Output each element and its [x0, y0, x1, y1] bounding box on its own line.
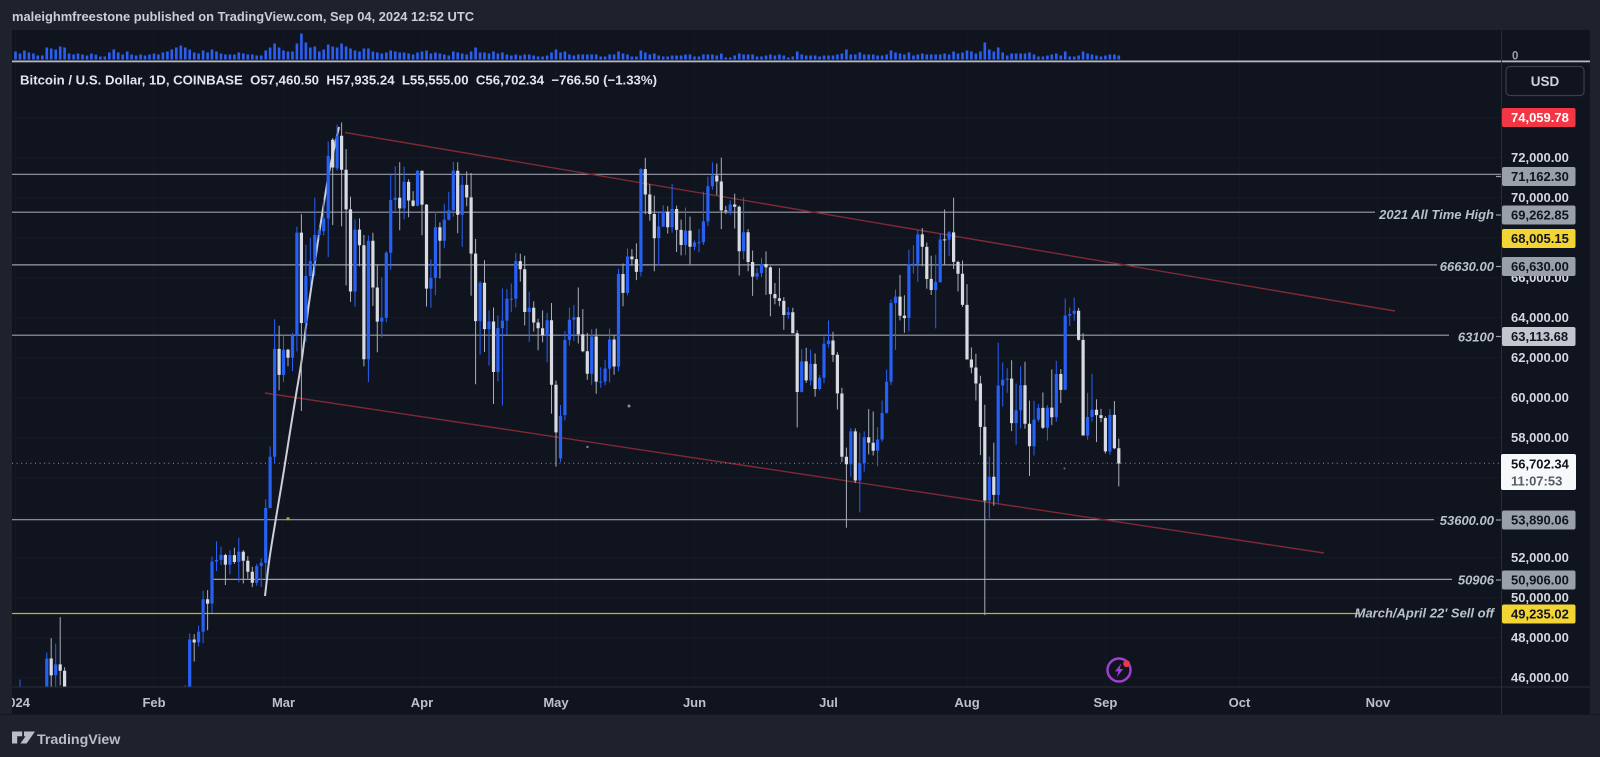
- svg-text:71,162.30: 71,162.30: [1511, 169, 1569, 184]
- svg-text:2024: 2024: [1, 695, 31, 710]
- svg-text:0: 0: [1512, 51, 1518, 63]
- svg-text:Aug: Aug: [954, 695, 979, 710]
- svg-text:50,906.00: 50,906.00: [1511, 573, 1569, 588]
- svg-text:Bitcoin / U.S. Dollar, 1D, COI: Bitcoin / U.S. Dollar, 1D, COINBASE O57,…: [20, 73, 657, 88]
- svg-text:Mar: Mar: [272, 695, 295, 710]
- svg-text:2021 All Time High: 2021 All Time High: [1378, 207, 1494, 222]
- svg-text:70,000.00: 70,000.00: [1511, 190, 1569, 205]
- svg-text:Oct: Oct: [1229, 695, 1251, 710]
- svg-text:58,000.00: 58,000.00: [1511, 430, 1569, 445]
- svg-text:66630.00: 66630.00: [1440, 259, 1495, 274]
- svg-text:48,000.00: 48,000.00: [1511, 630, 1569, 645]
- svg-text:Feb: Feb: [142, 695, 165, 710]
- svg-text:maleighmfreestone published on: maleighmfreestone published on TradingVi…: [12, 9, 474, 24]
- svg-text:Sep: Sep: [1093, 695, 1117, 710]
- svg-text:62,000.00: 62,000.00: [1511, 350, 1569, 365]
- svg-text:49,235.02: 49,235.02: [1511, 607, 1569, 622]
- svg-text:TradingView: TradingView: [37, 732, 121, 748]
- svg-text:May: May: [543, 695, 569, 710]
- svg-text:Apr: Apr: [411, 695, 433, 710]
- svg-text:52,000.00: 52,000.00: [1511, 550, 1569, 565]
- svg-text:68,005.15: 68,005.15: [1511, 231, 1569, 246]
- svg-text:Jun: Jun: [683, 695, 706, 710]
- svg-text:50,000.00: 50,000.00: [1511, 590, 1569, 605]
- svg-text:66,630.00: 66,630.00: [1511, 259, 1569, 274]
- svg-text:March/April 22' Sell off: March/April 22' Sell off: [1355, 606, 1496, 621]
- svg-text:53,890.06: 53,890.06: [1511, 513, 1569, 528]
- svg-text:64,000.00: 64,000.00: [1511, 310, 1569, 325]
- svg-text:63100: 63100: [1458, 330, 1495, 345]
- svg-text:53600.00: 53600.00: [1440, 513, 1495, 528]
- svg-text:72,000.00: 72,000.00: [1511, 150, 1569, 165]
- svg-text:56,702.34: 56,702.34: [1511, 457, 1570, 472]
- svg-text:11:07:53: 11:07:53: [1511, 474, 1562, 489]
- svg-text:Nov: Nov: [1366, 695, 1391, 710]
- svg-text:USD: USD: [1531, 74, 1560, 89]
- svg-text:60,000.00: 60,000.00: [1511, 390, 1569, 405]
- svg-text:69,262.85: 69,262.85: [1511, 208, 1569, 223]
- svg-text:46,000.00: 46,000.00: [1511, 670, 1569, 685]
- svg-text:50906: 50906: [1458, 573, 1495, 588]
- svg-text:63,113.68: 63,113.68: [1511, 329, 1568, 344]
- svg-text:74,059.78: 74,059.78: [1511, 110, 1569, 125]
- svg-text:Jul: Jul: [819, 695, 838, 710]
